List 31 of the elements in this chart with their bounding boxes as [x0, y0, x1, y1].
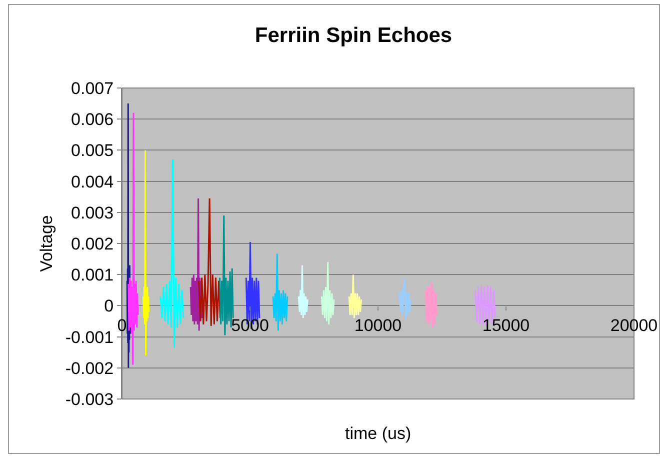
line-series — [398, 278, 412, 320]
y-tick-label: 0.002 — [71, 234, 114, 254]
line-series — [198, 198, 222, 327]
y-tick-label: -0.003 — [65, 390, 114, 409]
x-tick-label: 10000 — [354, 316, 402, 336]
line-series — [219, 214, 234, 336]
line-series — [424, 282, 438, 328]
x-tick-label: 20000 — [610, 316, 658, 336]
line-series — [160, 158, 184, 348]
x-axis-title: time (us) — [345, 424, 412, 443]
y-tick-label: 0.001 — [71, 266, 114, 285]
y-tick-label: 0.007 — [71, 78, 114, 98]
x-tick-label: 15000 — [482, 316, 530, 336]
line-series — [272, 253, 288, 332]
y-tick-label: 0.004 — [71, 172, 114, 192]
y-tick-label: -0.002 — [65, 358, 114, 378]
line-series — [298, 264, 308, 319]
line-series — [190, 198, 203, 332]
chart-title: Ferriin Spin Echoes — [254, 24, 452, 48]
y-tick-label: -0.001 — [65, 328, 114, 347]
y-tick-label: 0 — [104, 296, 114, 316]
y-tick-label: 0.003 — [71, 203, 114, 222]
x-tick-label: 0 — [117, 316, 127, 336]
y-tick-label: 0.006 — [71, 110, 114, 130]
y-axis-title: Voltage — [36, 215, 56, 272]
line-series — [128, 112, 139, 366]
line-series — [320, 261, 335, 326]
line-series — [348, 274, 362, 319]
x-tick-label: 5000 — [231, 316, 269, 336]
y-tick-label: 0.005 — [71, 141, 114, 160]
line-series — [142, 149, 150, 356]
